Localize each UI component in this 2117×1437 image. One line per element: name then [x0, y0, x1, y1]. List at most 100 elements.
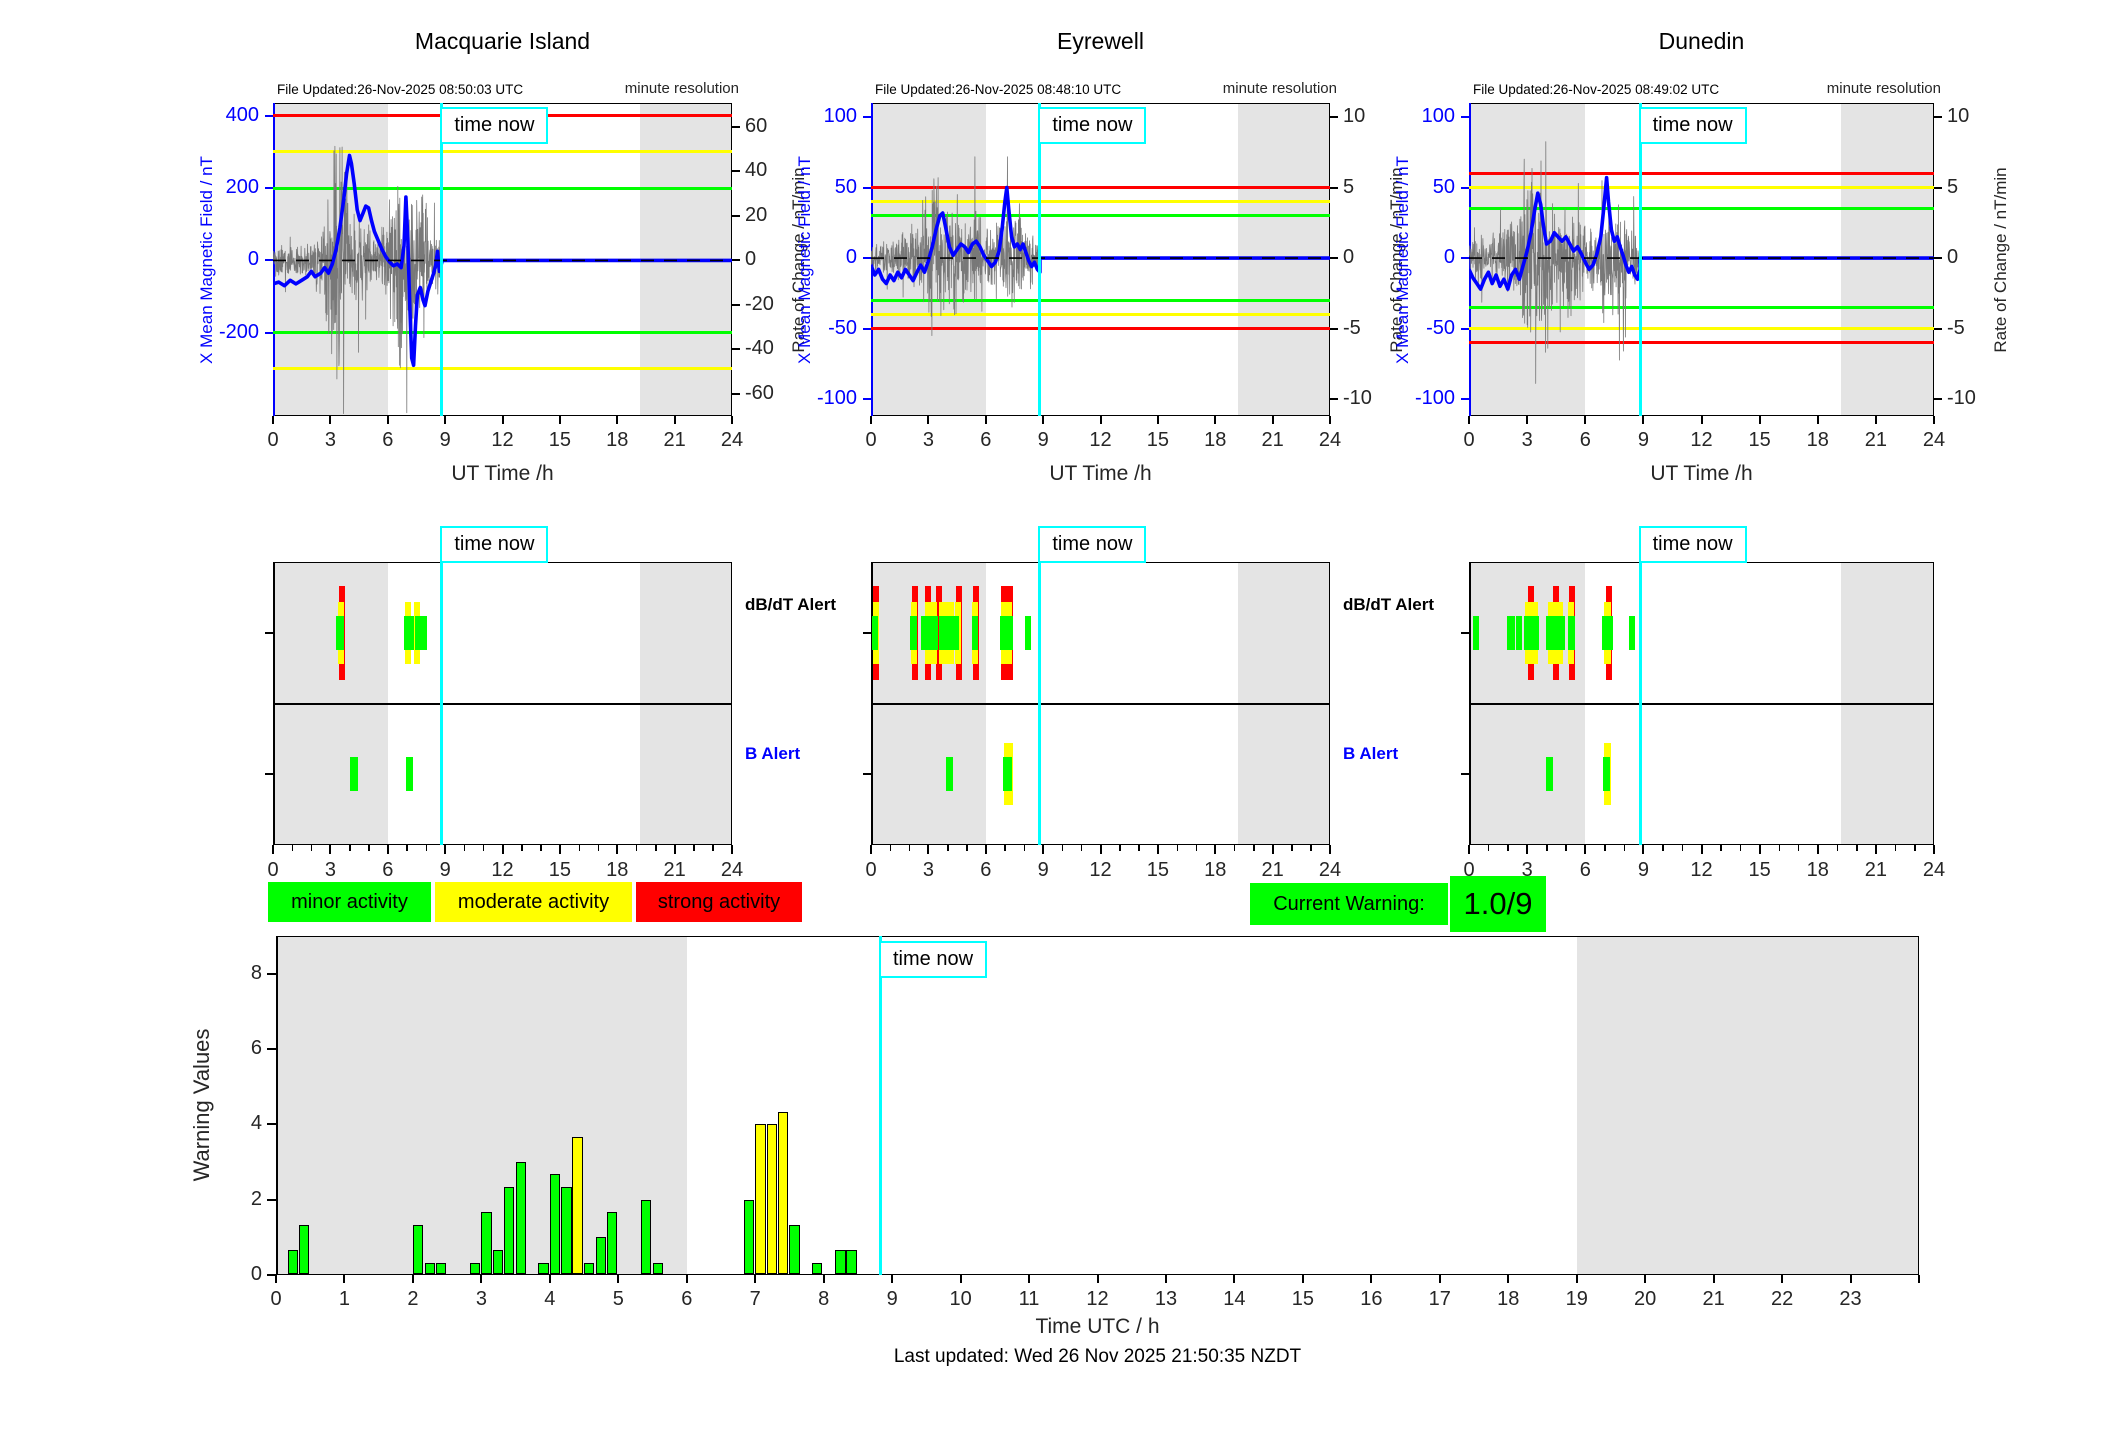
x-tick: [984, 845, 987, 854]
station-title-dunedin: Dunedin: [1658, 28, 1745, 54]
alert-event-green: [405, 757, 413, 791]
y-tick-label: 8: [250, 961, 262, 984]
y-tick-right: [732, 348, 740, 351]
threshold-line-red: [1469, 341, 1934, 345]
x-tick-label: 24: [1318, 429, 1342, 451]
x-minor-tick: [693, 845, 695, 851]
x-tick: [272, 416, 274, 424]
x-tick-label: 6: [980, 859, 992, 881]
x-tick: [1028, 1275, 1031, 1283]
x-minor-tick: [1310, 845, 1312, 851]
x-minor-tick: [406, 845, 408, 851]
x-tick: [731, 845, 733, 854]
x-tick: [1468, 845, 1470, 854]
x-tick-label: 24: [720, 429, 744, 451]
y-tick-label-left: -200: [218, 320, 259, 343]
y-tick-label-right: -40: [745, 337, 774, 360]
warning-bar-green: [640, 1199, 652, 1274]
axis-spine-top: [1469, 103, 1934, 105]
x-tick-label: 19: [1565, 1288, 1588, 1310]
x-minor-tick: [521, 845, 523, 851]
x-minor-tick: [966, 845, 968, 851]
x-minor-tick: [1004, 845, 1006, 851]
x-minor-tick: [1195, 845, 1198, 851]
x-tick: [1849, 1275, 1852, 1283]
row-tick: [1461, 631, 1469, 634]
y-tick-label-right: -10: [1343, 387, 1372, 410]
time-utc-axis-label: Time UTC / h: [1035, 1315, 1160, 1338]
trace-layer: [273, 145, 732, 415]
x-tick-label: 0: [1463, 859, 1475, 881]
y-tick-label-right: 60: [745, 114, 768, 137]
x-tick-label: 6: [1579, 429, 1591, 451]
x-tick: [329, 416, 332, 424]
time-now-flag: time now: [1038, 107, 1147, 144]
x-minor-tick: [310, 845, 313, 851]
x-minor-tick: [1914, 845, 1916, 851]
x-tick: [1099, 416, 1102, 424]
y-tick: [267, 1274, 276, 1276]
threshold-line-yellow: [1469, 186, 1934, 190]
axis-spine-bottom: [273, 415, 732, 417]
alert-event-green: [971, 615, 979, 650]
y-tick-right: [1330, 257, 1338, 260]
threshold-line-green: [1469, 305, 1934, 309]
x-tick: [501, 845, 504, 854]
ut-time-axis-label: UT Time /h: [451, 462, 554, 485]
resolution-note-dunedin: minute resolution: [1826, 80, 1941, 97]
time-now-line: [440, 562, 444, 845]
warning-bar-green: [595, 1237, 607, 1274]
x-minor-tick: [349, 845, 351, 851]
x-tick: [1700, 845, 1703, 854]
x-tick-label: 3: [922, 429, 934, 451]
y-tick-label-right: 5: [1343, 175, 1355, 198]
x-tick: [1042, 416, 1045, 424]
x-tick: [329, 845, 332, 854]
axis-spine-right: [1918, 936, 1920, 1275]
x-tick-label: 4: [544, 1288, 556, 1310]
warning-bar-green: [584, 1262, 595, 1274]
x-tick: [870, 416, 872, 424]
x-tick: [1700, 416, 1703, 424]
x-tick: [1329, 416, 1331, 424]
time-now-line: [440, 103, 444, 416]
y-tick-label-right: 20: [745, 203, 768, 226]
x-tick-label: 17: [1428, 1288, 1451, 1310]
warning-bar-green: [424, 1262, 435, 1274]
x-tick: [272, 845, 274, 854]
x-tick: [480, 1275, 483, 1283]
x-tick-label: 1: [338, 1288, 351, 1310]
x-minor-tick: [635, 845, 638, 851]
ut-time-axis-label: UT Time /h: [1049, 462, 1152, 485]
x-tick-label: 20: [1634, 1288, 1657, 1310]
trace-layer: [871, 156, 1330, 337]
x-tick-label: 12: [1690, 859, 1713, 881]
time-now-line: [1638, 562, 1642, 845]
alert-event-green: [945, 757, 954, 791]
y-tick-label-right: -10: [1947, 387, 1976, 410]
alert-event-green: [335, 615, 345, 650]
x-minor-tick: [1604, 845, 1606, 851]
x-minor-tick: [425, 845, 427, 851]
x-tick: [731, 416, 733, 424]
warning-bar-green: [503, 1187, 515, 1274]
x-tick-label: 6: [681, 1288, 693, 1310]
warning-bar-green: [846, 1249, 857, 1274]
x-minor-tick: [1507, 845, 1509, 851]
dbdt-alert-row-label: dB/dT Alert: [745, 594, 836, 614]
warning-bar-yellow: [777, 1111, 789, 1274]
dbdt-alert-row-label: dB/dT Alert: [1343, 594, 1434, 614]
time-now-line: [878, 936, 882, 1275]
y-tick-right: [1934, 257, 1942, 260]
warning-bar-green: [835, 1249, 846, 1274]
y-tick-right: [732, 259, 740, 262]
night-shading-band: [1576, 936, 1919, 1275]
x-tick: [1933, 845, 1935, 854]
warning-bar-green: [515, 1162, 526, 1274]
y-tick-left: [863, 398, 871, 401]
alert-event-green: [403, 615, 414, 650]
x-tick-label: 9: [439, 429, 451, 451]
x-tick: [1042, 845, 1045, 854]
threshold-line-yellow: [871, 200, 1330, 204]
